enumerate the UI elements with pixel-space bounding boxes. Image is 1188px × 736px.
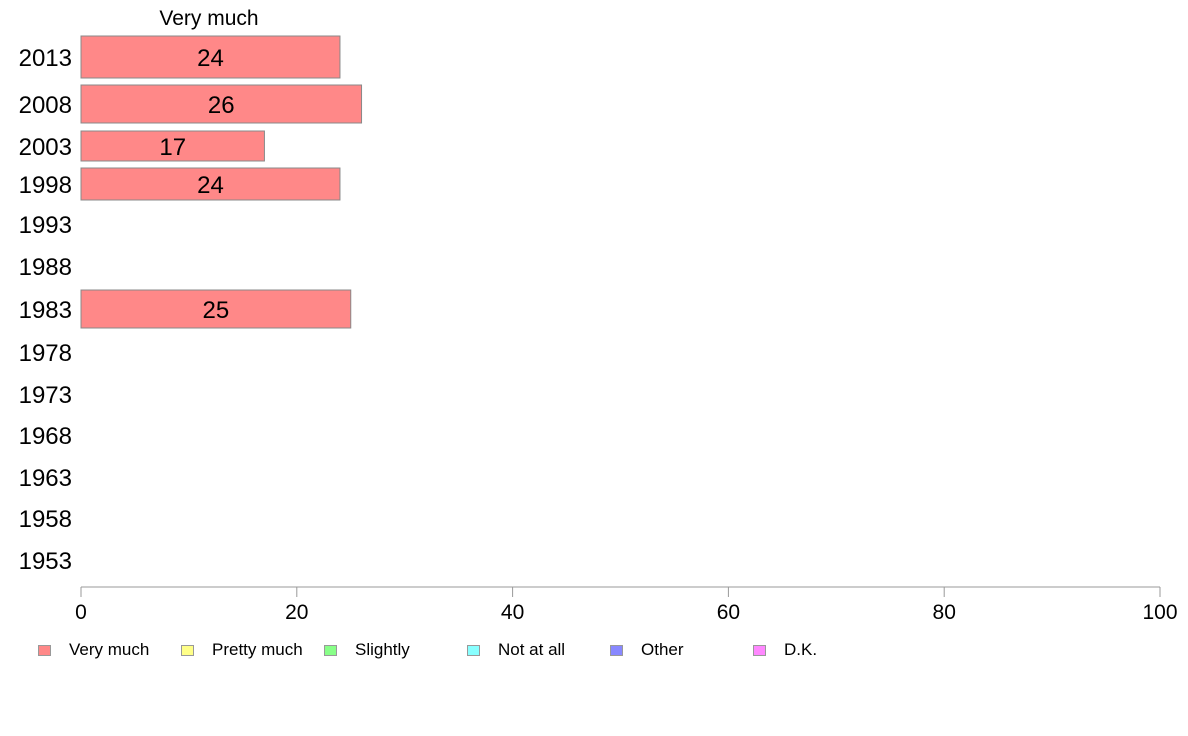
x-tick-label: 0 xyxy=(75,601,87,624)
legend: Very much Pretty much Slightly Not at al… xyxy=(38,639,1138,661)
x-tick-label: 40 xyxy=(501,601,524,624)
bar-value-labels: 24 26 17 24 25 xyxy=(159,45,234,324)
y-tick-label: 1963 xyxy=(19,465,72,492)
legend-label: Very much xyxy=(69,640,150,659)
legend-item-very-much: Very much xyxy=(38,639,149,661)
legend-label: Pretty much xyxy=(212,640,303,659)
legend-swatch xyxy=(181,644,194,656)
legend-item-dk: D.K. xyxy=(753,639,817,661)
bar-value-label: 24 xyxy=(197,172,224,199)
y-tick-label: 1968 xyxy=(19,423,72,450)
x-axis: 0 20 40 60 80 100 xyxy=(75,586,1178,624)
bars-group xyxy=(80,35,363,329)
y-tick-label: 1988 xyxy=(19,254,72,281)
legend-swatch xyxy=(610,644,623,656)
legend-item-other: Other xyxy=(610,639,684,661)
bar-chart: Very much 2013 2008 2003 1998 1993 1988 1983 19… xyxy=(19,7,1178,624)
y-tick-label: 1973 xyxy=(19,382,72,409)
bar xyxy=(80,289,352,329)
legend-label: D.K. xyxy=(784,640,818,659)
legend-label: Other xyxy=(641,640,684,659)
legend-swatch xyxy=(753,644,766,656)
y-tick-label: 1953 xyxy=(19,548,72,575)
legend-item-not-at-all: Not at all xyxy=(467,639,565,661)
y-tick-label: 2013 xyxy=(19,45,72,72)
y-tick-label: 2008 xyxy=(19,92,72,119)
chart-title: Very much xyxy=(159,7,258,30)
bar xyxy=(80,130,265,162)
legend-label: Not at all xyxy=(498,640,566,659)
bar xyxy=(80,84,363,124)
y-tick-label: 1958 xyxy=(19,506,72,533)
y-tick-label: 1978 xyxy=(19,340,72,367)
y-tick-label: 2003 xyxy=(19,134,72,161)
x-tick-label: 60 xyxy=(717,601,740,624)
legend-swatch xyxy=(467,644,480,656)
bar-value-label: 26 xyxy=(208,92,235,119)
bar xyxy=(80,167,341,201)
bar-value-label: 17 xyxy=(159,134,186,161)
x-tick-label: 100 xyxy=(1142,601,1177,624)
y-tick-label: 1993 xyxy=(19,212,72,239)
bar-value-label: 25 xyxy=(203,297,230,324)
bar xyxy=(80,35,341,79)
legend-item-slightly: Slightly xyxy=(324,639,410,661)
y-tick-label: 1998 xyxy=(19,172,72,199)
bar-value-label: 24 xyxy=(197,45,224,72)
x-tick-label: 80 xyxy=(933,601,956,624)
x-tick-label: 20 xyxy=(285,601,308,624)
legend-item-pretty-much: Pretty much xyxy=(181,639,303,661)
y-axis-labels: 2013 2008 2003 1998 1993 1988 1983 1978 1973 1968… xyxy=(19,45,72,575)
y-tick-label: 1983 xyxy=(19,297,72,324)
legend-swatch xyxy=(324,644,337,656)
legend-label: Slightly xyxy=(355,640,410,659)
legend-swatch xyxy=(38,644,51,656)
